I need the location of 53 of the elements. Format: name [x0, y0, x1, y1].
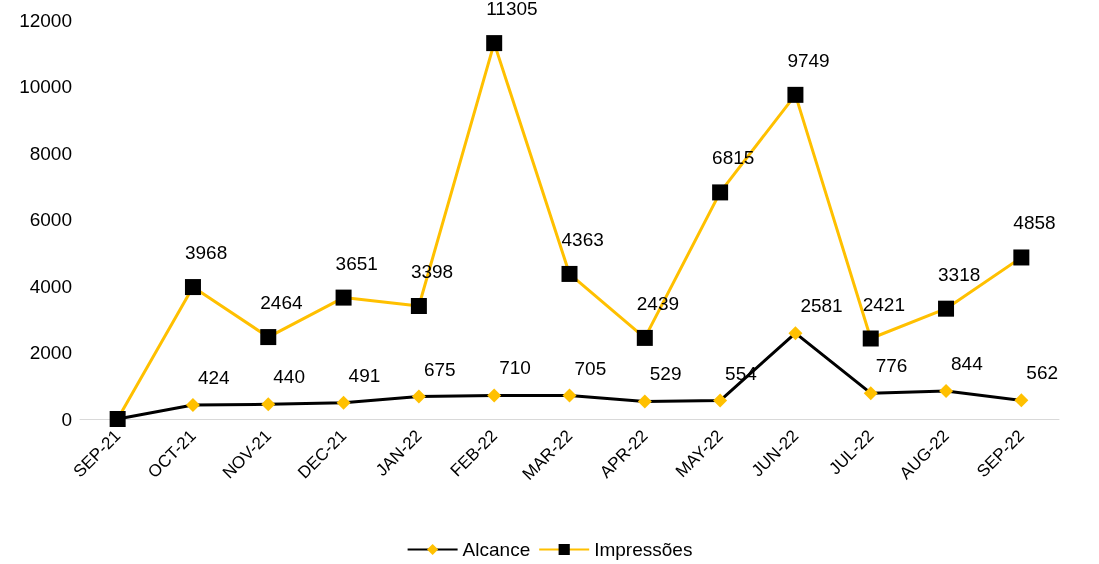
data-label: 424	[197, 366, 231, 388]
data-label: 710	[499, 357, 531, 379]
data-label: 2464	[260, 292, 303, 314]
point	[336, 395, 351, 410]
point	[184, 279, 201, 296]
data-label: 491	[348, 364, 381, 386]
point	[335, 289, 352, 306]
data-label: 440	[273, 366, 305, 388]
y-tick-label: 0	[61, 408, 72, 430]
legend-label: Alcance	[462, 539, 531, 560]
point	[185, 397, 200, 412]
point	[1013, 249, 1030, 266]
data-label: 9749	[787, 49, 830, 71]
point	[260, 329, 277, 346]
y-tick-label: 6000	[29, 209, 72, 230]
point	[1014, 393, 1029, 408]
data-label: 562	[1026, 362, 1059, 384]
data-label: 4363	[561, 228, 604, 250]
y-tick-label: 12000	[19, 9, 72, 31]
point	[562, 388, 577, 403]
data-label: 4858	[1013, 212, 1056, 234]
data-label: 844	[951, 352, 984, 374]
data-label: 705	[574, 357, 607, 379]
point	[787, 86, 804, 103]
data-label: 11305	[486, 0, 538, 20]
point	[561, 265, 578, 282]
data-label: 675	[423, 358, 456, 380]
point	[637, 394, 652, 409]
y-tick-label: 10000	[19, 76, 72, 97]
legend-label: Impressões	[594, 539, 693, 560]
data-label: 2581	[800, 295, 843, 317]
point	[939, 383, 954, 398]
point	[938, 300, 955, 317]
data-label: 3318	[938, 263, 981, 285]
y-tick-label: 2000	[29, 342, 72, 363]
point	[788, 326, 803, 341]
data-label: 2421	[862, 293, 906, 315]
data-label: 529	[649, 363, 682, 385]
point	[712, 184, 729, 201]
data-label: 3968	[184, 242, 228, 264]
point	[636, 329, 653, 346]
y-tick-label: 8000	[29, 142, 72, 164]
point	[863, 386, 878, 401]
point	[411, 389, 426, 404]
point	[261, 397, 276, 412]
y-tick-label: 4000	[29, 275, 72, 297]
data-label: 3651	[335, 252, 378, 274]
point	[487, 388, 502, 403]
data-label: 776	[875, 355, 908, 377]
point	[862, 330, 879, 347]
point	[486, 35, 503, 52]
point	[713, 393, 728, 408]
point	[410, 298, 427, 315]
